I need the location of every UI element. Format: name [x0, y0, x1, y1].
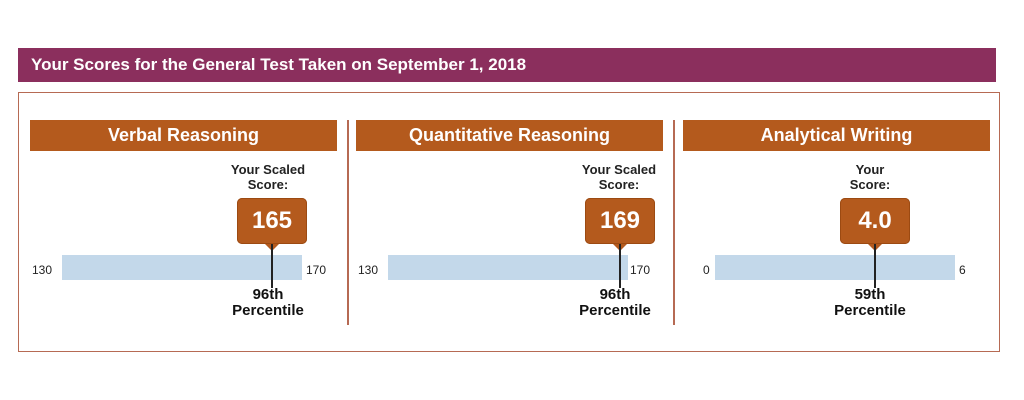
section-card-quantitative: Quantitative Reasoning Your Scaled Score… [356, 120, 663, 325]
score-label-line2: Score: [849, 177, 891, 192]
percentile: 59th Percentile [810, 287, 930, 319]
score-range-bar [388, 255, 628, 280]
section-card-analytical: Analytical Writing Your Score: 4.0 0 6 5… [683, 120, 990, 325]
scaled-score-badge: 4.0 [840, 198, 910, 251]
score-marker [874, 244, 876, 288]
percentile-value: 96th [599, 286, 631, 303]
section-header-verbal: Verbal Reasoning [30, 120, 337, 151]
percentile-value: 96th [252, 286, 284, 303]
section-divider [347, 120, 349, 325]
range-min: 130 [32, 263, 53, 277]
percentile: 96th Percentile [208, 287, 328, 319]
range-min: 130 [358, 263, 379, 277]
score-label-line2: Score: [247, 177, 289, 192]
range-max: 170 [630, 263, 651, 277]
section-header-analytical: Analytical Writing [683, 120, 990, 151]
score-marker [271, 244, 273, 288]
section-divider [673, 120, 675, 325]
section-header-quantitative: Quantitative Reasoning [356, 120, 663, 151]
section-card-verbal: Verbal Reasoning Your Scaled Score: 165 … [30, 120, 337, 325]
percentile-label: Percentile [579, 302, 651, 319]
range-max: 170 [306, 263, 327, 277]
percentile-value: 59th [854, 286, 886, 303]
scores-panel [18, 92, 1000, 352]
score-label-line2: Score: [598, 177, 640, 192]
score-label-line1: Your Scaled [581, 162, 657, 177]
range-min: 0 [703, 263, 710, 277]
score-label: Your Scaled Score: [559, 162, 679, 192]
score-label: Your Score: [810, 162, 930, 192]
percentile-label: Percentile [232, 302, 304, 319]
scaled-score-badge: 165 [237, 198, 307, 251]
score-label-line1: Your [855, 162, 885, 177]
score-marker [619, 244, 621, 288]
score-label: Your Scaled Score: [208, 162, 328, 192]
page-title: Your Scores for the General Test Taken o… [31, 55, 527, 74]
scaled-score-badge: 169 [585, 198, 655, 251]
score-range-bar [715, 255, 955, 280]
percentile-label: Percentile [834, 302, 906, 319]
range-max: 6 [959, 263, 966, 277]
score-range-bar [62, 255, 302, 280]
score-label-line1: Your Scaled [230, 162, 306, 177]
scores-title-bar: Your Scores for the General Test Taken o… [18, 48, 996, 82]
percentile: 96th Percentile [555, 287, 675, 319]
